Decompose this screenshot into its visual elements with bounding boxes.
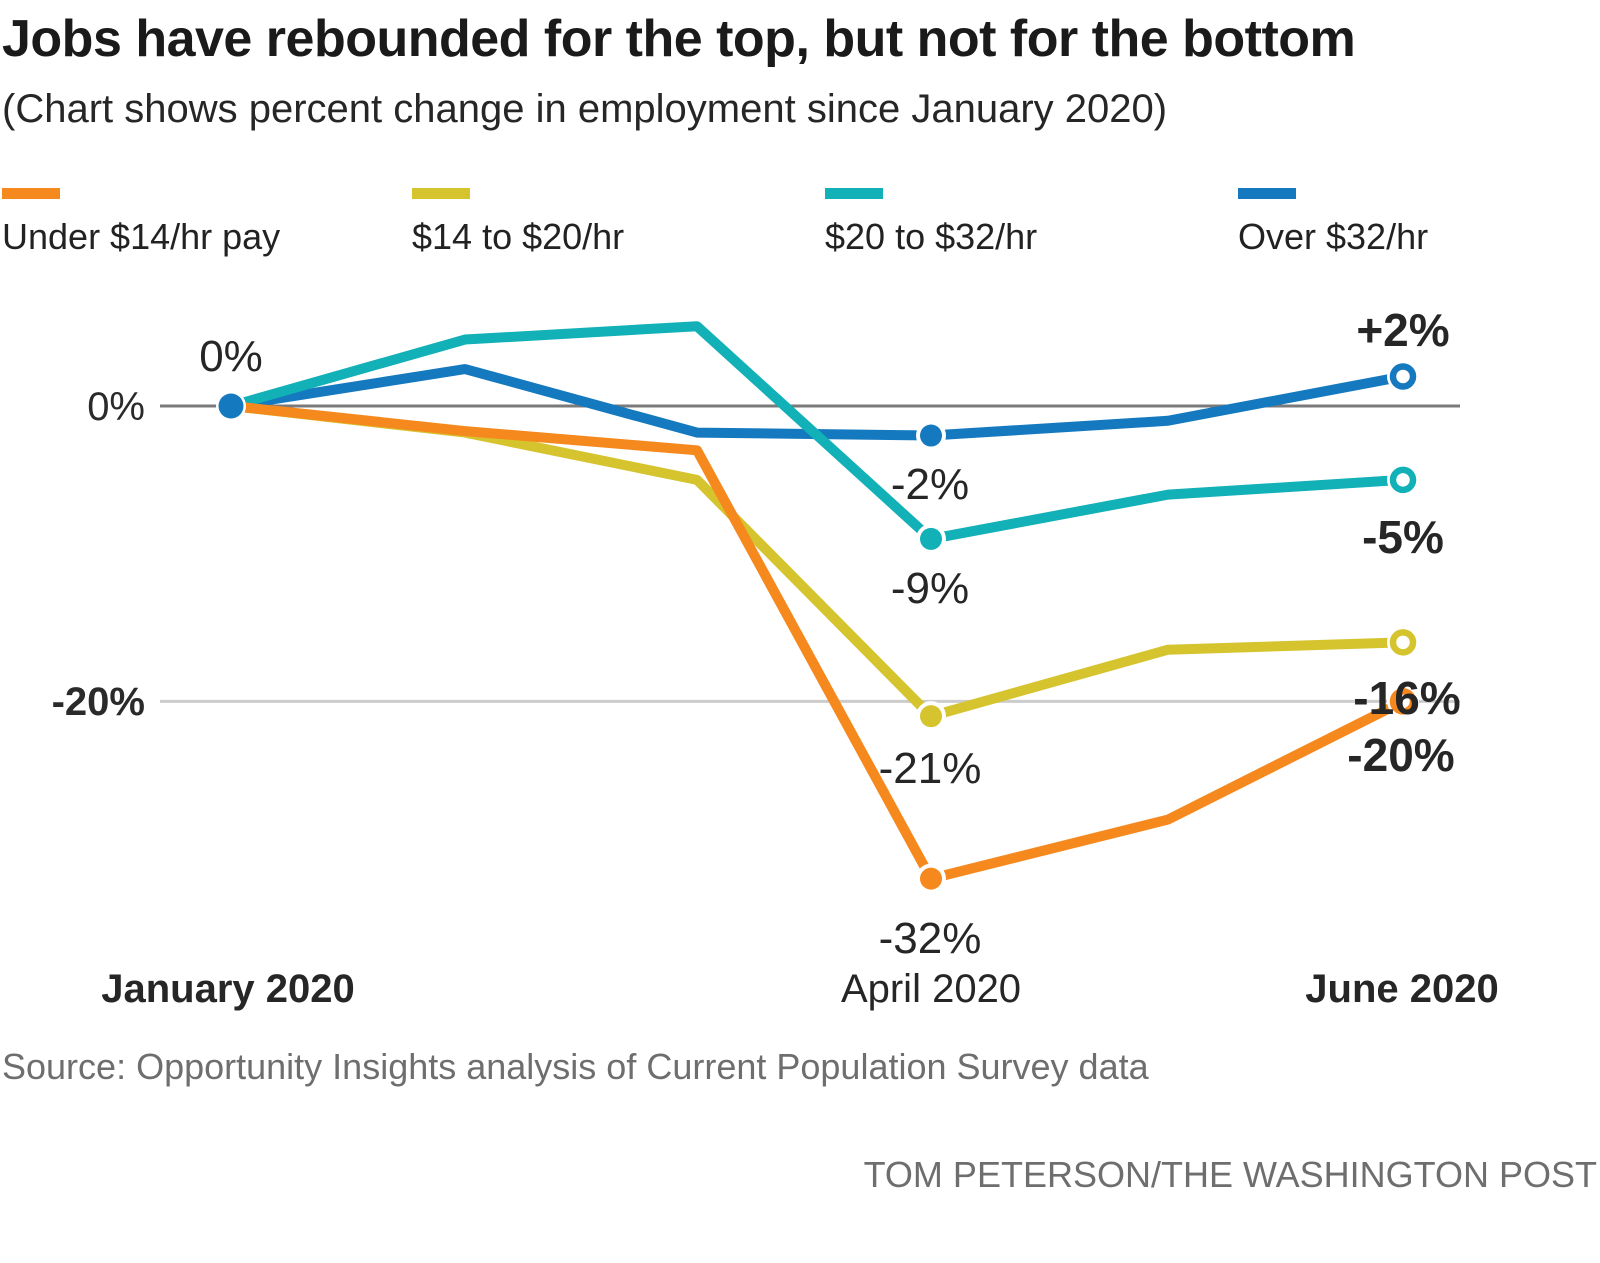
- data-label-apr-14to20: -21%: [878, 744, 982, 793]
- x-axis-label-june: June 2020: [1305, 967, 1499, 1011]
- data-label-jun-over32: +2%: [1356, 304, 1450, 356]
- legend-label-20-32: $20 to $32/hr: [825, 216, 1038, 257]
- data-label-jun-14to20: -16%: [1353, 672, 1461, 724]
- source-note: Source: Opportunity Insights analysis of…: [2, 1046, 1149, 1087]
- legend-label-under-14: Under $14/hr pay: [2, 216, 281, 257]
- data-label-jan-0: 0%: [199, 332, 263, 381]
- legend-swatch-20-32: [825, 188, 883, 199]
- legend-label-over-32: Over $32/hr: [1238, 216, 1429, 257]
- x-axis-label-january: January 2020: [101, 967, 355, 1011]
- legend-label-14-20: $14 to $20/hr: [412, 216, 625, 257]
- y-axis-tick-0: 0%: [87, 385, 145, 429]
- byline-credit: TOM PETERSON/THE WASHINGTON POST: [863, 1154, 1597, 1195]
- data-label-jun-20to32: -5%: [1362, 511, 1444, 563]
- y-axis-tick-minus20: -20%: [51, 680, 145, 724]
- data-label-apr-under14: -32%: [878, 914, 982, 963]
- x-axis-label-april: April 2020: [840, 967, 1022, 1011]
- legend-swatch-under-14: [2, 188, 60, 199]
- legend-swatch-14-20: [412, 188, 470, 199]
- data-label-jun-under14: -20%: [1347, 729, 1455, 781]
- data-label-apr-20to32: -9%: [890, 564, 970, 613]
- data-label-apr-over32: -2%: [890, 460, 970, 509]
- chart-subtitle: (Chart shows percent change in employmen…: [2, 87, 1168, 131]
- legend-swatch-over-32: [1238, 188, 1296, 199]
- page-title: Jobs have rebounded for the top, but not…: [2, 10, 1356, 68]
